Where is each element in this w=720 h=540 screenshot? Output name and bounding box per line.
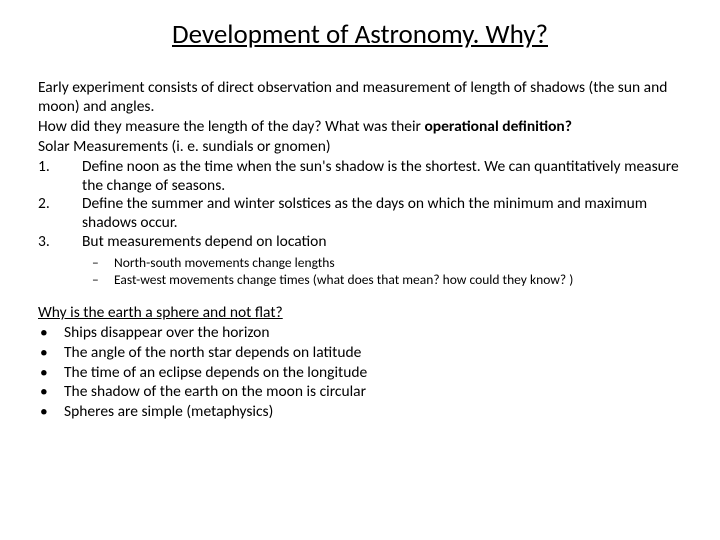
numbered-item: 1. Define noon as the time when the sun'… [38, 158, 682, 196]
bullet-text: Spheres are simple (metaphysics) [64, 402, 273, 422]
bullet-list: • Ships disappear over the horizon • The… [38, 323, 682, 422]
numbered-item: 2. Define the summer and winter solstice… [38, 195, 682, 233]
bullet-text: The time of an eclipse depends on the lo… [64, 363, 367, 383]
bullet-item: • The shadow of the earth on the moon is… [38, 382, 682, 402]
bullet-item: • Ships disappear over the horizon [38, 323, 682, 343]
intro-line-2: How did they measure the length of the d… [38, 118, 682, 137]
bullet-item: • Spheres are simple (metaphysics) [38, 402, 682, 422]
item-text: Define noon as the time when the sun's s… [82, 158, 682, 196]
numbered-item: 3. But measurements depend on location [38, 233, 682, 252]
dash-icon: – [88, 272, 114, 289]
section-question: Why is the earth a sphere and not flat? [38, 303, 682, 322]
sub-item: – North-south movements change lengths [88, 255, 682, 272]
numbered-list: 1. Define noon as the time when the sun'… [38, 158, 682, 253]
dash-icon: – [88, 255, 114, 272]
intro-line-2a: How did they measure the length of the d… [38, 117, 424, 136]
sub-text: East-west movements change times (what d… [114, 272, 573, 289]
sub-text: North-south movements change lengths [114, 255, 335, 272]
item-number: 1. [38, 158, 82, 196]
intro-line-3: Solar Measurements (i. e. sundials or gn… [38, 138, 682, 157]
slide-title: Development of Astronomy. Why? [38, 18, 682, 51]
intro-line-1: Early experiment consists of direct obse… [38, 79, 682, 117]
bullet-icon: • [38, 363, 64, 383]
bullet-text: The shadow of the earth on the moon is c… [64, 382, 366, 402]
item-number: 2. [38, 195, 82, 233]
bullet-icon: • [38, 323, 64, 343]
bullet-icon: • [38, 343, 64, 363]
bullet-icon: • [38, 382, 64, 402]
intro-block: Early experiment consists of direct obse… [38, 79, 682, 157]
sub-item: – East-west movements change times (what… [88, 272, 682, 289]
bullet-item: • The time of an eclipse depends on the … [38, 363, 682, 383]
sub-list: – North-south movements change lengths –… [88, 255, 682, 289]
operational-definition-bold: operational definition? [424, 117, 571, 136]
item-number: 3. [38, 233, 82, 252]
bullet-icon: • [38, 402, 64, 422]
bullet-item: • The angle of the north star depends on… [38, 343, 682, 363]
bullet-text: Ships disappear over the horizon [64, 323, 269, 343]
bullet-text: The angle of the north star depends on l… [64, 343, 361, 363]
item-text: But measurements depend on location [82, 233, 682, 252]
item-text: Define the summer and winter solstices a… [82, 195, 682, 233]
